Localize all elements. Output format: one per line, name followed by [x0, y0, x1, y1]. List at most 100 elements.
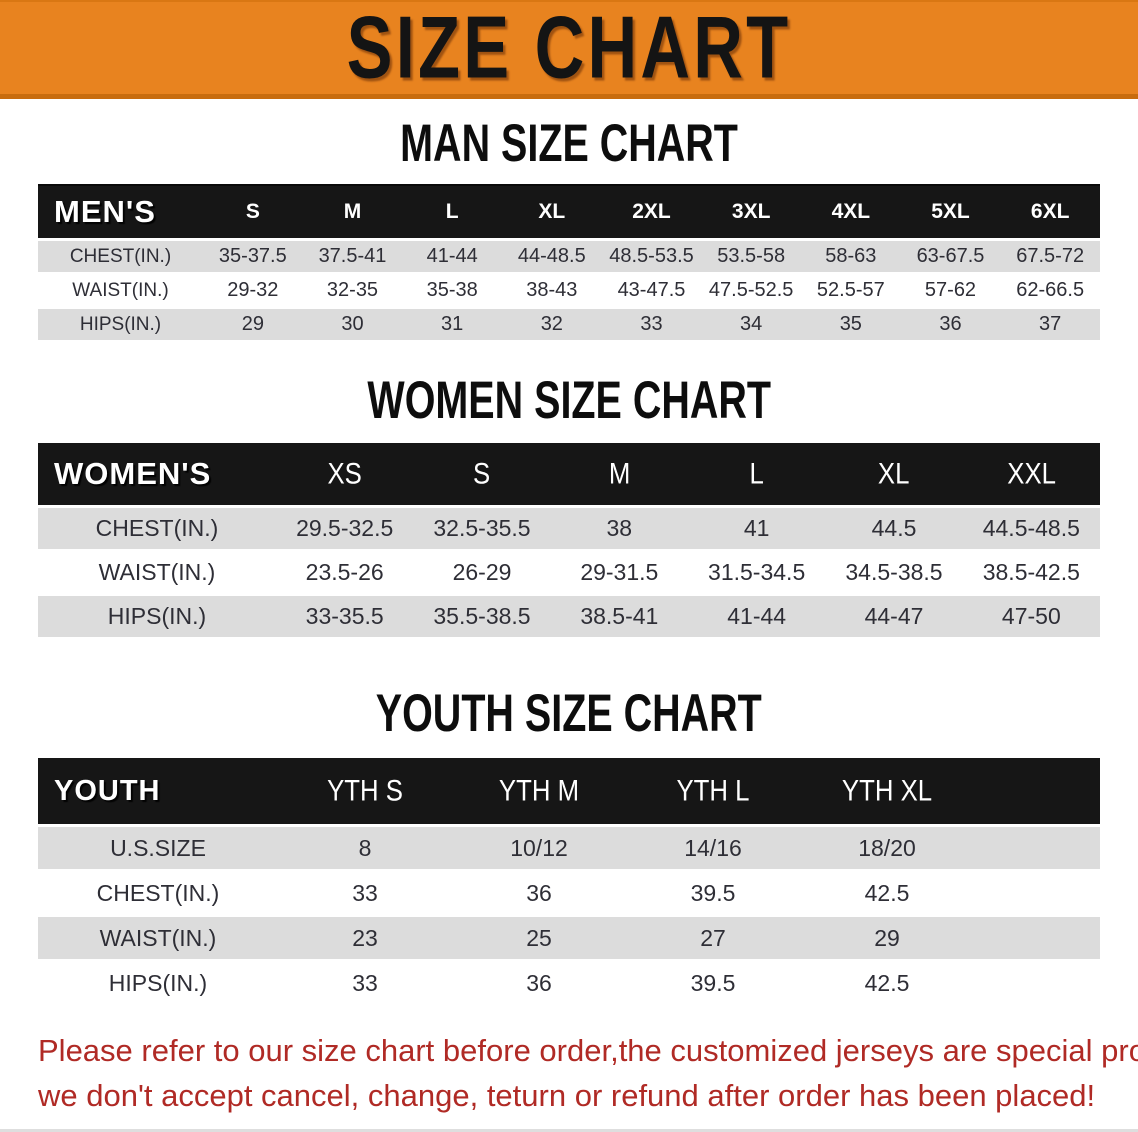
column-header: M — [343, 200, 362, 223]
size-value: 33 — [640, 313, 663, 335]
row-label: CHEST(IN.) — [95, 515, 219, 541]
section-heading-text: WOMEN SIZE CHART — [367, 369, 771, 430]
column-header: XS — [327, 457, 362, 490]
size-value: 32 — [540, 313, 563, 335]
row-label: CHEST(IN.) — [96, 879, 220, 906]
size-value: 58-63 — [825, 245, 877, 267]
column-header: XL — [538, 200, 566, 223]
size-value: 43-47.5 — [617, 279, 686, 301]
column-header: YTH XL — [841, 774, 933, 807]
size-value: 8 — [358, 834, 372, 861]
table-title: YOUTH — [54, 774, 161, 807]
size-value: 63-67.5 — [916, 245, 985, 267]
section-heading-text: YOUTH SIZE CHART — [375, 682, 763, 743]
banner-title: SIZE CHART — [346, 0, 792, 97]
size-value: 29.5-32.5 — [296, 515, 394, 541]
size-value: 48.5-53.5 — [609, 245, 694, 267]
women-heading: WOMEN SIZE CHART — [0, 370, 1138, 429]
size-value: 18/20 — [858, 834, 916, 861]
size-value: 41 — [743, 515, 770, 541]
table-row: CHEST(IN.) 35-37.5 37.5-41 41-44 44-48.5 48.5… — [38, 241, 1100, 272]
men-size-table: MEN'S S M L XL 2XL 3XL 4XL 5XL 6XL CHEST(IN.) 35-37… — [38, 184, 1100, 340]
column-header: 6XL — [1030, 200, 1070, 223]
size-value: 37.5-41 — [318, 245, 387, 267]
size-value: 29 — [241, 313, 264, 335]
row-label: HIPS(IN.) — [107, 603, 207, 629]
size-value: 35 — [839, 313, 862, 335]
size-value: 38-43 — [526, 279, 578, 301]
size-value: 52.5-57 — [816, 279, 885, 301]
size-value: 42.5 — [864, 879, 910, 906]
column-header: L — [749, 457, 764, 490]
table-header-row: MEN'S S M L XL 2XL 3XL 4XL 5XL 6XL — [38, 186, 1100, 238]
disclaimer-line-1: Please refer to our size chart before or… — [38, 1033, 1138, 1068]
disclaimer-line-2: we don't accept cancel, change, teturn o… — [38, 1078, 1096, 1113]
men-heading: MAN SIZE CHART — [0, 113, 1138, 172]
size-sections: MAN SIZE CHART MEN'S S M L XL 2XL 3XL 4XL 5XL 6XL C… — [0, 113, 1138, 1004]
table-row: CHEST(IN.) 29.5-32.5 32.5-35.5 38 41 44.5 44.5… — [38, 508, 1100, 549]
size-value: 36 — [526, 969, 552, 996]
column-header: YTH L — [676, 774, 750, 807]
disclaimer: Please refer to our size chart before or… — [38, 1028, 1138, 1118]
size-value: 23 — [352, 924, 378, 951]
column-header: YTH M — [498, 774, 580, 807]
youth-section: YOUTH SIZE CHART YOUTH YTH S YTH M YTH L YTH … — [0, 682, 1138, 1004]
table-row: WAIST(IN.) 23.5-26 26-29 29-31.5 31.5-34.5 34… — [38, 552, 1100, 593]
column-header: 3XL — [731, 200, 771, 223]
size-value: 37 — [1039, 313, 1062, 335]
column-header: YTH S — [327, 774, 403, 807]
size-value: 31 — [441, 313, 464, 335]
size-value: 31.5-34.5 — [708, 559, 806, 585]
size-value: 27 — [700, 924, 726, 951]
size-value: 47-50 — [1001, 603, 1061, 629]
table-row: WAIST(IN.) 29-32 32-35 35-38 38-43 43-47.5 47.… — [38, 275, 1100, 306]
row-label: WAIST(IN.) — [98, 559, 216, 585]
size-value: 33-35.5 — [305, 603, 384, 629]
size-value: 29-32 — [227, 279, 279, 301]
size-value: 32-35 — [326, 279, 379, 301]
column-header: 2XL — [632, 200, 671, 223]
size-value: 44-47 — [864, 603, 924, 629]
section-heading-text: MAN SIZE CHART — [400, 112, 738, 173]
size-value: 32.5-35.5 — [433, 515, 531, 541]
column-header: 4XL — [831, 200, 871, 223]
youth-size-table: YOUTH YTH S YTH M YTH L YTH XL U.S.SIZE 8 10/12… — [38, 758, 1100, 1004]
size-value: 23.5-26 — [305, 559, 384, 585]
size-value: 38.5-42.5 — [982, 559, 1080, 585]
table-row: CHEST(IN.) 33 36 39.5 42.5 — [38, 872, 1100, 914]
row-label: U.S.SIZE — [110, 834, 206, 861]
size-value: 34.5-38.5 — [845, 559, 943, 585]
size-value: 39.5 — [690, 879, 736, 906]
table-row: HIPS(IN.) 33 36 39.5 42.5 — [38, 962, 1100, 1004]
row-label: CHEST(IN.) — [69, 245, 172, 267]
size-value: 29-31.5 — [580, 559, 659, 585]
size-value: 26-29 — [452, 559, 512, 585]
size-value: 57-62 — [924, 279, 977, 301]
size-chart-banner: SIZE CHART — [0, 0, 1138, 99]
size-value: 35-38 — [426, 279, 478, 301]
size-value: 30 — [341, 313, 364, 335]
size-value: 42.5 — [864, 969, 910, 996]
bottom-edge-divider — [0, 1129, 1138, 1132]
column-header: L — [445, 200, 459, 223]
size-value: 62-66.5 — [1016, 279, 1085, 301]
size-value: 29 — [874, 924, 900, 951]
table-title: MEN'S — [54, 194, 156, 229]
size-value: 36 — [939, 313, 962, 335]
row-label: HIPS(IN.) — [79, 313, 162, 335]
women-size-table: WOMEN'S XS S M L XL XXL CHEST(IN.) 29.5-32.5 32.5… — [38, 443, 1100, 637]
size-value: 67.5-72 — [1016, 245, 1085, 267]
table-row: U.S.SIZE 8 10/12 14/16 18/20 — [38, 827, 1100, 869]
table-header-row: WOMEN'S XS S M L XL XXL — [38, 443, 1100, 505]
row-label: WAIST(IN.) — [99, 924, 217, 951]
column-header: M — [608, 457, 631, 490]
row-label: WAIST(IN.) — [72, 279, 169, 301]
size-value: 38.5-41 — [580, 603, 659, 629]
column-header: S — [245, 200, 260, 223]
size-value: 35.5-38.5 — [433, 603, 531, 629]
size-value: 38 — [606, 515, 633, 541]
table-title: WOMEN'S — [54, 456, 212, 491]
women-section: WOMEN SIZE CHART WOMEN'S XS S M L XL XXL CHEST(I… — [0, 370, 1138, 637]
table-header-row: YOUTH YTH S YTH M YTH L YTH XL — [38, 758, 1100, 824]
